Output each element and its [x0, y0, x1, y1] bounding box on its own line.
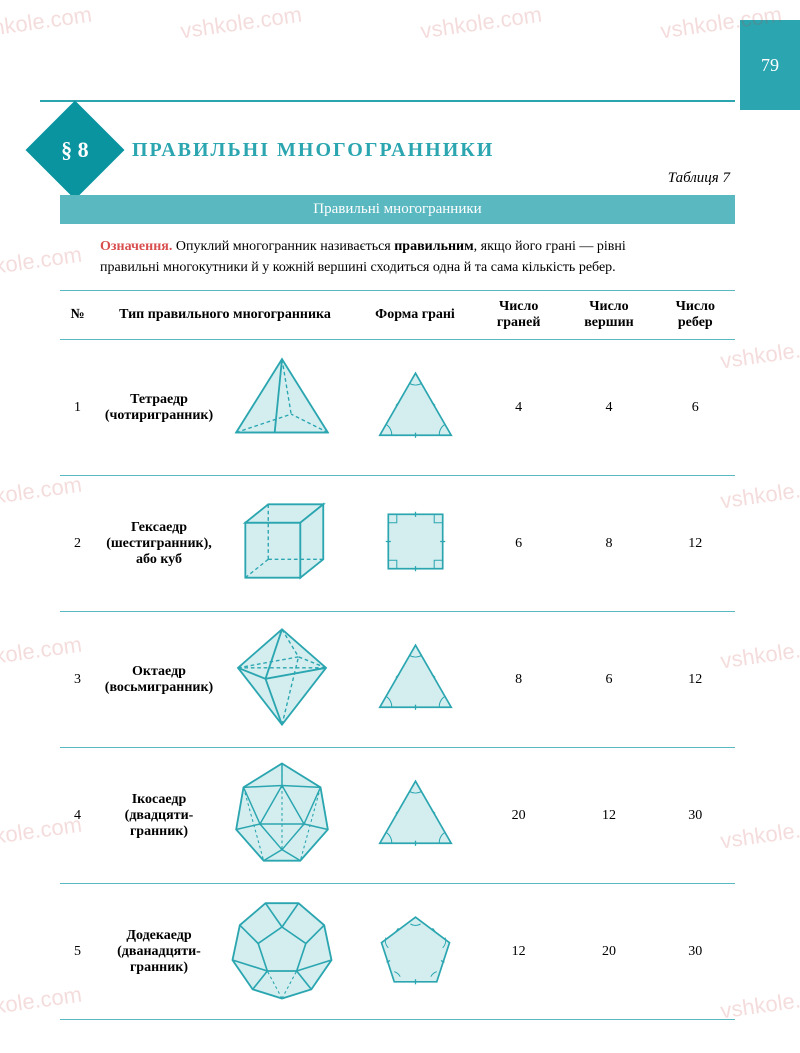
col-faces: Число граней — [475, 291, 562, 340]
section-header: § 8 ПРАВИЛЬНІ МНОГОГРАННИКИ — [40, 115, 494, 185]
row-face — [355, 748, 475, 884]
definition-text-pre: Опуклий многогранник називається — [176, 239, 394, 254]
row-type: Ікосаедр(двадцяти-гранник) — [95, 748, 355, 884]
table-caption: Таблиця 7 — [668, 170, 730, 187]
row-faces-count: 12 — [475, 884, 562, 1020]
col-vertices: Число вершин — [562, 291, 655, 340]
table-row: 3 Октаедр(восьмигранник) 8 6 12 — [60, 612, 735, 748]
row-vertices-count: 20 — [562, 884, 655, 1020]
row-num: 4 — [60, 748, 95, 884]
table-row: 2 Гексаедр(шестигранник),або куб 6 8 12 — [60, 476, 735, 612]
polyhedron-icon — [227, 350, 337, 465]
definition-label: Означення. — [100, 239, 172, 254]
table-wrap: Правильні многогранники Означення. Опукл… — [60, 195, 735, 1020]
row-faces-count: 8 — [475, 612, 562, 748]
page-number: 79 — [740, 20, 800, 110]
watermark: vshkole.com — [419, 2, 544, 45]
row-type: Додекаедр(дванадцяти-гранник) — [95, 884, 355, 1020]
row-num: 2 — [60, 476, 95, 612]
row-num: 5 — [60, 884, 95, 1020]
row-face — [355, 340, 475, 476]
definition: Означення. Опуклий многогранник називаєт… — [60, 224, 735, 290]
row-edges-count: 6 — [656, 340, 735, 476]
definition-key: правильним — [394, 239, 473, 254]
row-num: 1 — [60, 340, 95, 476]
row-edges-count: 12 — [656, 476, 735, 612]
row-vertices-count: 8 — [562, 476, 655, 612]
row-vertices-count: 6 — [562, 612, 655, 748]
row-type: Октаедр(восьмигранник) — [95, 612, 355, 748]
row-type: Гексаедр(шестигранник),або куб — [95, 476, 355, 612]
row-num: 3 — [60, 612, 95, 748]
table-title: Правильні многогранники — [60, 195, 735, 224]
polyhedron-icon — [227, 758, 337, 873]
row-edges-count: 30 — [656, 884, 735, 1020]
section-title: ПРАВИЛЬНІ МНОГОГРАННИКИ — [132, 139, 494, 162]
col-num: № — [60, 291, 95, 340]
watermark: vshkole.com — [179, 2, 304, 45]
col-type: Тип правильного многогранника — [95, 291, 355, 340]
polyhedron-icon — [227, 486, 337, 601]
row-faces-count: 6 — [475, 476, 562, 612]
row-edges-count: 12 — [656, 612, 735, 748]
row-vertices-count: 12 — [562, 748, 655, 884]
section-badge: § 8 — [26, 101, 125, 200]
top-rule — [40, 100, 735, 102]
table-row: 1 Тетраедр(чотиригранник) 4 4 6 — [60, 340, 735, 476]
row-faces-count: 4 — [475, 340, 562, 476]
table-header-row: № Тип правильного многогранника Форма гр… — [60, 291, 735, 340]
table-row: 4 Ікосаедр(двадцяти-гранник) 20 12 30 — [60, 748, 735, 884]
row-face — [355, 612, 475, 748]
watermark: vshkole.com — [0, 2, 93, 45]
col-face: Форма грані — [355, 291, 475, 340]
row-faces-count: 20 — [475, 748, 562, 884]
row-vertices-count: 4 — [562, 340, 655, 476]
table-row: 5 Додекаедр(дванадцяти-гранник) — [60, 884, 735, 1020]
col-edges: Число ребер — [656, 291, 735, 340]
row-edges-count: 30 — [656, 748, 735, 884]
row-type: Тетраедр(чотиригранник) — [95, 340, 355, 476]
row-face — [355, 476, 475, 612]
polyhedron-icon — [227, 622, 337, 737]
polyhedra-table: № Тип правильного многогранника Форма гр… — [60, 290, 735, 1020]
row-face — [355, 884, 475, 1020]
polyhedron-icon — [227, 894, 337, 1009]
